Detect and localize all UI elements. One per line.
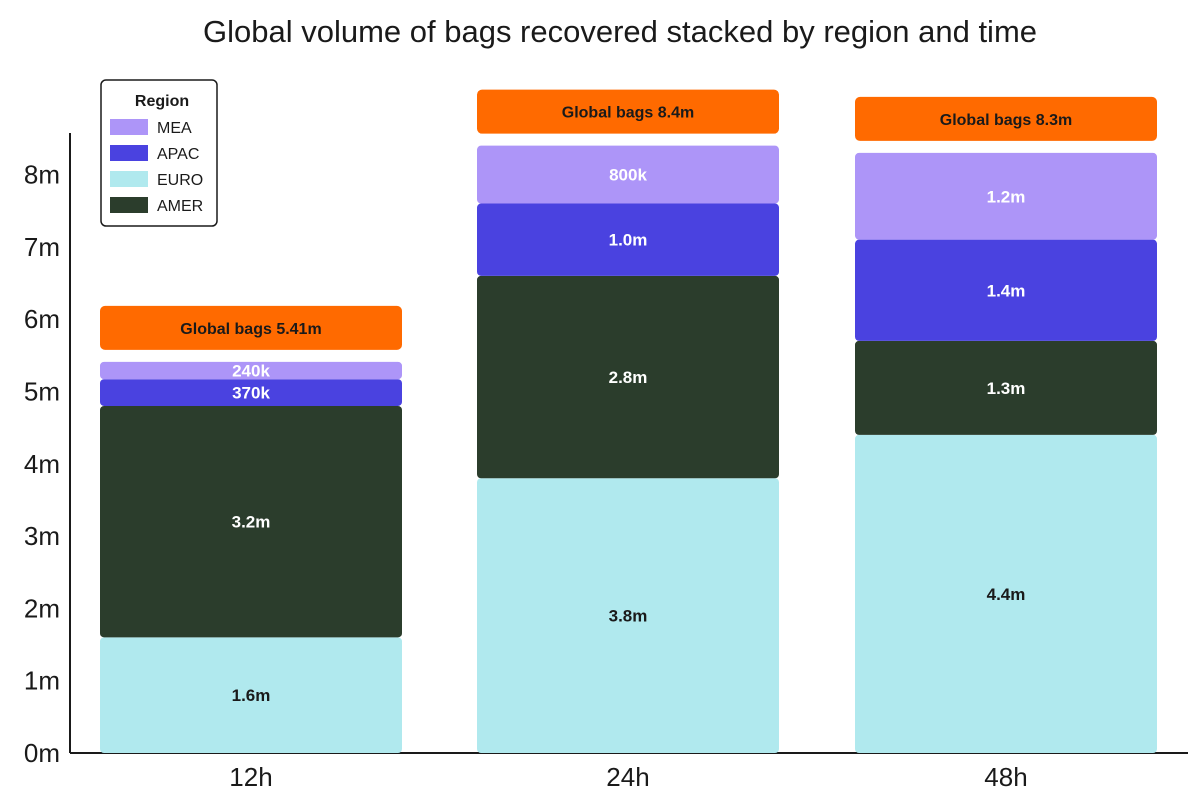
total-label: Global bags 5.41m — [180, 321, 321, 338]
legend-entry-euro: EURO — [157, 172, 203, 189]
segment-data-label: 240k — [232, 362, 270, 381]
y-tick-label: 1m — [24, 666, 60, 696]
x-tick-labels: 12h 24h 48h — [229, 762, 1027, 790]
y-tick-label: 5m — [24, 377, 60, 407]
bar-segment-mea-12h — [100, 361, 402, 380]
legend-swatch-apac — [110, 145, 148, 161]
y-tick-label: 6m — [24, 304, 60, 334]
total-label-box — [477, 89, 779, 134]
segment-data-label: 1.4m — [987, 281, 1026, 300]
total-label: Global bags 8.4m — [562, 105, 694, 122]
segment-data-label: 370k — [232, 384, 270, 403]
x-tick-label: 48h — [984, 762, 1027, 790]
y-tick-label: 2m — [24, 593, 60, 623]
segment-data-label: 3.8m — [609, 607, 648, 626]
y-tick-label: 3m — [24, 521, 60, 551]
legend-entry-apac: APAC — [157, 146, 199, 163]
legend-entry-mea: MEA — [157, 120, 192, 137]
bar-segment-amer-12h — [100, 405, 402, 638]
segment-data-label: 1.6m — [232, 686, 271, 705]
bar-segment-amer-24h — [477, 275, 779, 479]
bars: 1.6m 3.2m 370k 240k 3.8m 2.8m 1.0m 800k 4.4m 1.3m… — [100, 145, 1157, 753]
segment-data-label: 3.2m — [232, 513, 271, 532]
segment-data-label: 1.3m — [987, 379, 1026, 398]
legend-box — [100, 79, 218, 227]
segment-data-label: 800k — [609, 166, 647, 185]
y-tick-label: 4m — [24, 449, 60, 479]
legend-title: Region — [135, 93, 189, 110]
legend-swatch-amer — [110, 197, 148, 213]
x-tick-label: 12h — [229, 762, 272, 790]
bar-segment-amer-48h — [855, 340, 1157, 435]
total-labels: Global bags 5.41m Global bags 8.4m Global … — [100, 89, 1157, 350]
legend-swatch-euro — [110, 171, 148, 187]
segment-data-label: 4.4m — [987, 585, 1026, 604]
bar-segment-apac-12h — [100, 379, 402, 406]
legend-entry-amer: AMER — [157, 198, 203, 215]
legend: Region MEA APAC EURO AMER — [100, 79, 218, 227]
segment-data-label: 1.0m — [609, 231, 648, 250]
y-tick-label: 0m — [24, 738, 60, 768]
bar-segment-mea-48h — [855, 152, 1157, 240]
bar-segment-euro-24h — [477, 478, 779, 753]
segment-data-label: 1.2m — [987, 187, 1026, 206]
legend-swatch-mea — [110, 119, 148, 135]
total-label: Global bags 8.3m — [940, 112, 1072, 129]
bar-segment-euro-12h — [100, 637, 402, 753]
bar-segment-apac-48h — [855, 239, 1157, 341]
y-tick-label: 8m — [24, 160, 60, 190]
axes: 0m 1m 2m 3m 4m 5m 6m 7m 8m — [24, 133, 1188, 768]
y-tick-label: 7m — [24, 232, 60, 262]
chart-title: Global volume of bags recovered stacked … — [203, 14, 1037, 49]
total-label-box — [100, 305, 402, 350]
bar-segment-apac-24h — [477, 203, 779, 276]
bar-segment-mea-24h — [477, 145, 779, 204]
bar-segment-euro-48h — [855, 434, 1157, 753]
segment-data-label: 2.8m — [609, 368, 648, 387]
total-label-box — [855, 96, 1157, 141]
x-tick-label: 24h — [606, 762, 649, 790]
